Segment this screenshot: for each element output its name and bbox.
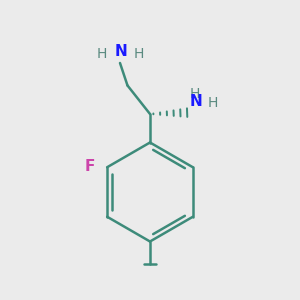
Text: N: N [115, 44, 128, 59]
Text: H: H [134, 46, 144, 61]
Text: H: H [96, 46, 106, 61]
Text: H: H [208, 96, 218, 110]
Text: F: F [85, 159, 95, 174]
Text: N: N [190, 94, 202, 109]
Text: H: H [189, 87, 200, 101]
